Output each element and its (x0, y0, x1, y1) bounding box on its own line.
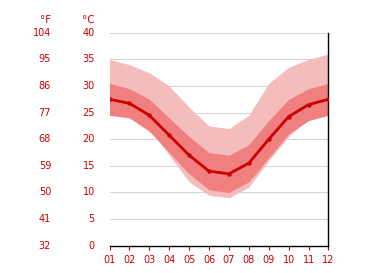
Text: 68: 68 (39, 134, 51, 144)
Text: 5: 5 (89, 214, 95, 224)
Text: 35: 35 (82, 54, 95, 64)
Text: 95: 95 (39, 54, 51, 64)
Text: 30: 30 (82, 81, 95, 91)
Text: 15: 15 (82, 161, 95, 171)
Text: 20: 20 (82, 134, 95, 144)
Text: 41: 41 (39, 214, 51, 224)
Text: 25: 25 (82, 108, 95, 118)
Text: °C: °C (82, 16, 95, 25)
Text: 40: 40 (82, 28, 95, 38)
Text: 50: 50 (39, 188, 51, 197)
Text: 10: 10 (82, 188, 95, 197)
Text: 104: 104 (33, 28, 51, 38)
Text: °F: °F (40, 16, 51, 25)
Text: 0: 0 (89, 241, 95, 251)
Text: 86: 86 (39, 81, 51, 91)
Text: 32: 32 (39, 241, 51, 251)
Text: 77: 77 (39, 108, 51, 118)
Text: 59: 59 (39, 161, 51, 171)
